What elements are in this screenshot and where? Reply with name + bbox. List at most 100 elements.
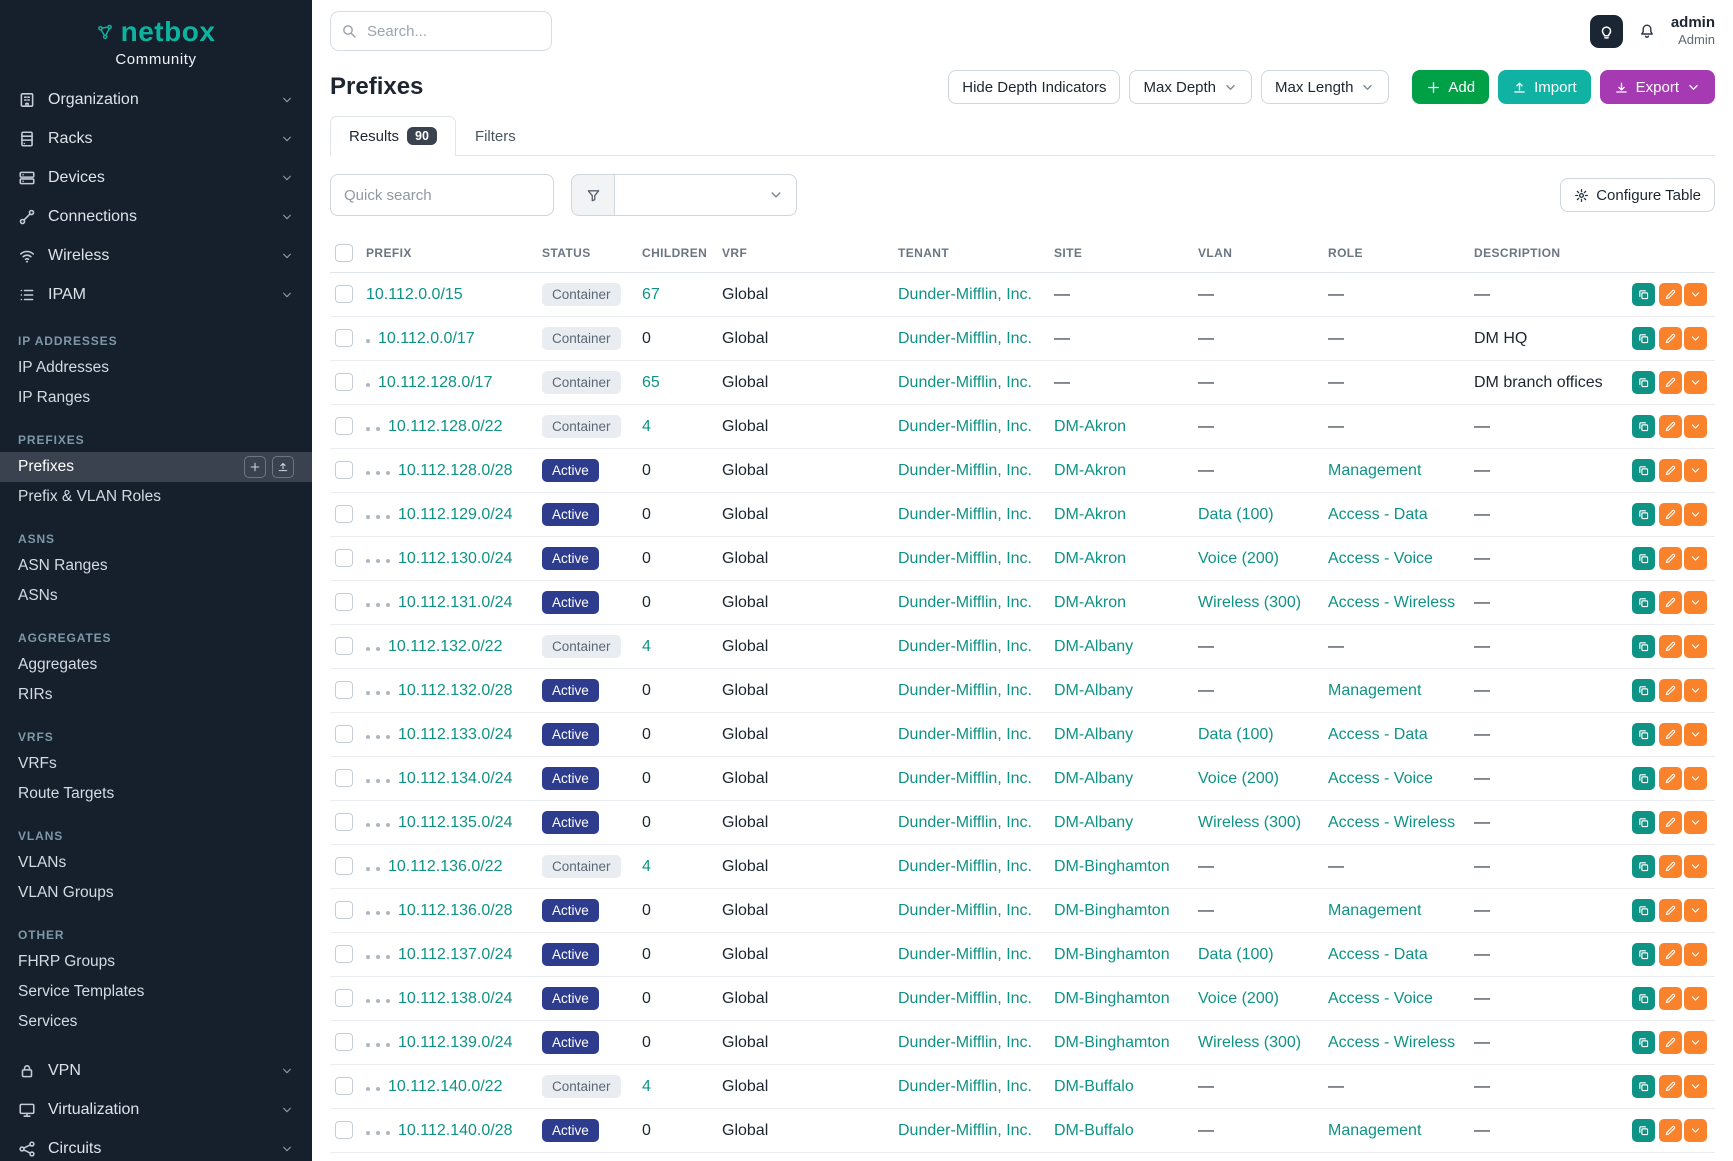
- select-all-checkbox[interactable]: [335, 244, 353, 262]
- role-link[interactable]: Access - Voice: [1328, 769, 1433, 787]
- more-actions-button[interactable]: [1684, 459, 1707, 482]
- role-link[interactable]: Access - Voice: [1328, 989, 1433, 1007]
- children-link[interactable]: 4: [642, 857, 651, 875]
- export-button[interactable]: Export: [1599, 70, 1715, 104]
- copy-button[interactable]: [1632, 503, 1655, 526]
- edit-button[interactable]: [1659, 767, 1682, 790]
- prefix-link[interactable]: 10.112.130.0/24: [398, 549, 513, 567]
- edit-button[interactable]: [1659, 283, 1682, 306]
- tenant-link[interactable]: Dunder-Mifflin, Inc.: [898, 329, 1032, 347]
- prefix-link[interactable]: 10.112.134.0/24: [398, 769, 513, 787]
- prefix-link[interactable]: 10.112.138.0/24: [398, 989, 513, 1007]
- edit-button[interactable]: [1659, 943, 1682, 966]
- more-actions-button[interactable]: [1684, 987, 1707, 1010]
- tenant-link[interactable]: Dunder-Mifflin, Inc.: [898, 593, 1032, 611]
- more-actions-button[interactable]: [1684, 1075, 1707, 1098]
- edit-button[interactable]: [1659, 1075, 1682, 1098]
- row-checkbox[interactable]: [335, 637, 353, 656]
- sidebar-item-fhrp-groups[interactable]: FHRP Groups: [0, 947, 312, 977]
- sidebar-item-virtualization[interactable]: Virtualization: [0, 1090, 312, 1129]
- copy-button[interactable]: [1632, 591, 1655, 614]
- column-header-vlan[interactable]: VLAN: [1198, 232, 1328, 273]
- tenant-link[interactable]: Dunder-Mifflin, Inc.: [898, 813, 1032, 831]
- quick-search-input[interactable]: [330, 174, 554, 216]
- filter-button[interactable]: [571, 174, 615, 216]
- children-link[interactable]: 67: [642, 285, 660, 303]
- site-link[interactable]: DM-Akron: [1054, 549, 1127, 567]
- sidebar-item-ip-addresses[interactable]: IP Addresses: [0, 353, 312, 383]
- prefix-link[interactable]: 10.112.128.0/28: [398, 461, 513, 479]
- sidebar-item-aggregates[interactable]: Aggregates: [0, 650, 312, 680]
- tenant-link[interactable]: Dunder-Mifflin, Inc.: [898, 417, 1032, 435]
- site-link[interactable]: DM-Albany: [1054, 769, 1134, 787]
- prefix-link[interactable]: 10.112.132.0/28: [398, 681, 513, 699]
- brand[interactable]: netbox Community: [0, 0, 312, 72]
- vlan-link[interactable]: Wireless (300): [1198, 593, 1302, 611]
- row-checkbox[interactable]: [335, 1033, 353, 1052]
- site-link[interactable]: DM-Binghamton: [1054, 857, 1170, 875]
- site-link[interactable]: DM-Albany: [1054, 813, 1134, 831]
- more-actions-button[interactable]: [1684, 635, 1707, 658]
- vlan-link[interactable]: Wireless (300): [1198, 1033, 1302, 1051]
- more-actions-button[interactable]: [1684, 283, 1707, 306]
- copy-button[interactable]: [1632, 987, 1655, 1010]
- role-link[interactable]: Access - Data: [1328, 725, 1428, 743]
- tenant-link[interactable]: Dunder-Mifflin, Inc.: [898, 1077, 1032, 1095]
- column-header-description[interactable]: DESCRIPTION: [1474, 232, 1624, 273]
- prefix-link[interactable]: 10.112.0.0/15: [366, 285, 463, 303]
- sidebar-item-asns[interactable]: ASNs: [0, 581, 312, 611]
- edit-button[interactable]: [1659, 371, 1682, 394]
- column-header-children[interactable]: CHILDREN: [642, 232, 722, 273]
- prefix-link[interactable]: 10.112.0.0/17: [378, 329, 475, 347]
- max-depth-dropdown[interactable]: Max Depth: [1129, 70, 1253, 104]
- sidebar-item-services[interactable]: Services: [0, 1007, 312, 1037]
- tenant-link[interactable]: Dunder-Mifflin, Inc.: [898, 637, 1032, 655]
- role-link[interactable]: Management: [1328, 901, 1422, 919]
- prefix-link[interactable]: 10.112.128.0/17: [378, 373, 493, 391]
- theme-toggle-button[interactable]: [1589, 14, 1623, 48]
- role-link[interactable]: Management: [1328, 681, 1422, 699]
- edit-button[interactable]: [1659, 415, 1682, 438]
- edit-button[interactable]: [1659, 547, 1682, 570]
- vlan-link[interactable]: Voice (200): [1198, 769, 1279, 787]
- column-header-tenant[interactable]: TENANT: [898, 232, 1054, 273]
- copy-button[interactable]: [1632, 547, 1655, 570]
- more-actions-button[interactable]: [1684, 943, 1707, 966]
- row-checkbox[interactable]: [335, 857, 353, 876]
- prefix-link[interactable]: 10.112.140.0/28: [398, 1121, 513, 1139]
- copy-button[interactable]: [1632, 767, 1655, 790]
- edit-button[interactable]: [1659, 987, 1682, 1010]
- more-actions-button[interactable]: [1684, 767, 1707, 790]
- copy-button[interactable]: [1632, 1119, 1655, 1142]
- role-link[interactable]: Access - Wireless: [1328, 593, 1456, 611]
- sidebar-item-service-templates[interactable]: Service Templates: [0, 977, 312, 1007]
- row-checkbox[interactable]: [335, 505, 353, 524]
- sidebar-item-vrfs[interactable]: VRFs: [0, 749, 312, 779]
- sidebar-item-wireless[interactable]: Wireless: [0, 236, 312, 275]
- row-checkbox[interactable]: [335, 373, 353, 392]
- site-link[interactable]: DM-Albany: [1054, 637, 1134, 655]
- edit-button[interactable]: [1659, 811, 1682, 834]
- row-checkbox[interactable]: [335, 417, 353, 436]
- row-checkbox[interactable]: [335, 813, 353, 832]
- row-checkbox[interactable]: [335, 1121, 353, 1140]
- vlan-link[interactable]: Data (100): [1198, 725, 1274, 743]
- more-actions-button[interactable]: [1684, 723, 1707, 746]
- sidebar-item-devices[interactable]: Devices: [0, 158, 312, 197]
- import-button[interactable]: Import: [1498, 70, 1591, 104]
- edit-button[interactable]: [1659, 591, 1682, 614]
- vlan-link[interactable]: Voice (200): [1198, 549, 1279, 567]
- vlan-link[interactable]: Data (100): [1198, 945, 1274, 963]
- site-link[interactable]: DM-Akron: [1054, 417, 1127, 435]
- row-checkbox[interactable]: [335, 769, 353, 788]
- sidebar-item-vlan-groups[interactable]: VLAN Groups: [0, 878, 312, 908]
- copy-button[interactable]: [1632, 855, 1655, 878]
- copy-button[interactable]: [1632, 459, 1655, 482]
- more-actions-button[interactable]: [1684, 371, 1707, 394]
- children-link[interactable]: 4: [642, 1077, 651, 1095]
- more-actions-button[interactable]: [1684, 547, 1707, 570]
- more-actions-button[interactable]: [1684, 1119, 1707, 1142]
- tenant-link[interactable]: Dunder-Mifflin, Inc.: [898, 901, 1032, 919]
- sidebar-item-circuits[interactable]: Circuits: [0, 1129, 312, 1161]
- site-link[interactable]: DM-Albany: [1054, 725, 1134, 743]
